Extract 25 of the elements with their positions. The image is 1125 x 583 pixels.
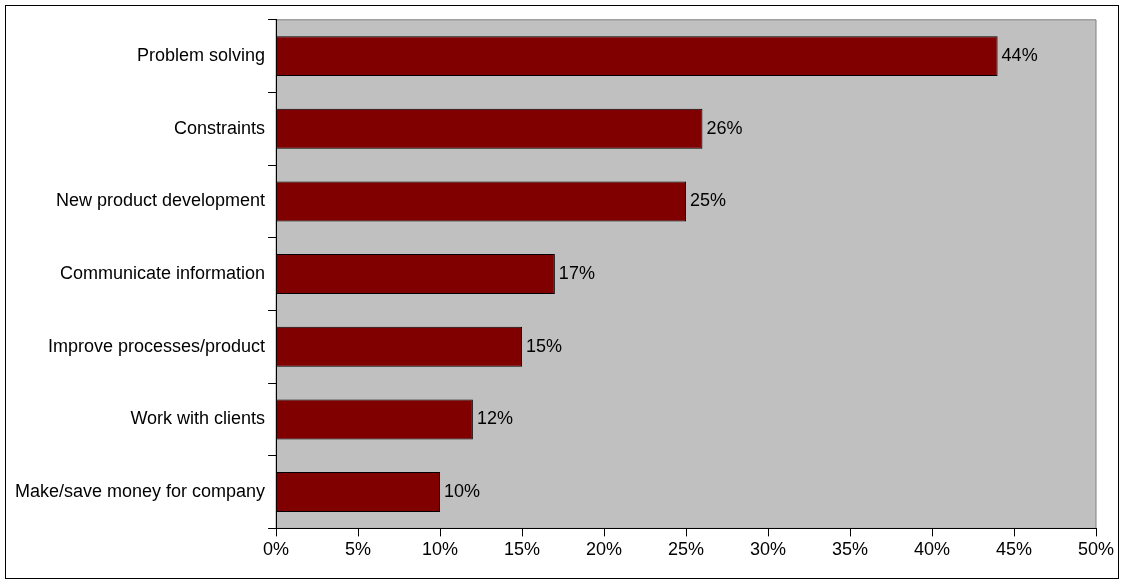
y-tick-label: Problem solving [137,45,266,66]
data-label: 10% [444,481,481,502]
x-tick-label: 25% [668,539,705,560]
y-tick-label: New product development [55,190,266,211]
data-label: 26% [706,117,743,138]
x-tick-label: 30% [750,539,787,560]
data-label: 17% [558,263,595,284]
y-tick-label: Improve processes/product [48,335,266,356]
x-tick-label: 45% [996,539,1033,560]
x-tick-label: 50% [1077,539,1115,560]
x-tick-label: 40% [914,539,951,560]
y-tick-label: Communicate information [60,263,266,284]
x-tick-label: 10% [422,539,459,560]
y-tick-label: Work with clients [130,408,266,429]
y-tick-label: Make/save money for company [14,481,266,502]
x-tick-label: 0% [263,539,290,560]
data-label: 15% [526,335,563,356]
x-tick-label: 20% [586,539,623,560]
x-tick-label: 15% [504,539,541,560]
x-tick-label: 5% [345,539,372,560]
y-tick-label: Constraints [174,117,266,138]
data-label: 12% [476,408,513,429]
data-label: 44% [1001,45,1038,66]
data-label: 25% [690,190,727,211]
x-tick-label: 35% [832,539,869,560]
